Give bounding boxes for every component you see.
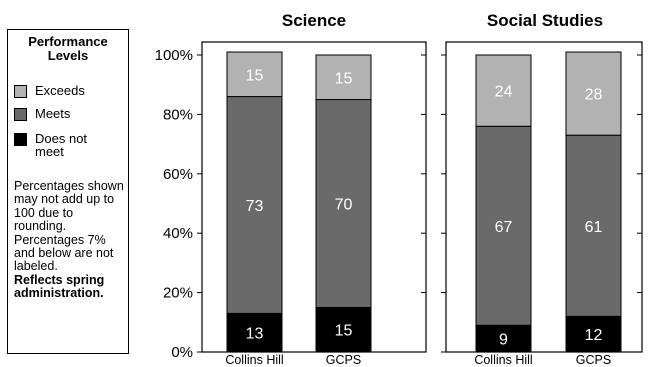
bar-data-label: 15	[335, 70, 353, 87]
bar-segment	[315, 306, 372, 353]
bar-segment	[226, 96, 283, 314]
bar-segment	[565, 51, 622, 136]
bar-data-label: 12	[585, 327, 603, 344]
x-tick-label: Collins Hill	[225, 353, 283, 367]
bar-segment	[475, 54, 532, 127]
y-tick-label: 20%	[163, 285, 193, 302]
legend-item-does-not-meet: Does not meet	[14, 132, 107, 158]
legend-swatch-does-not-meet	[14, 133, 27, 146]
legend-swatch-exceeds	[14, 85, 27, 98]
legend-note-bold: Reflects spring administration.	[14, 272, 105, 301]
y-tick-label: 0%	[171, 344, 193, 361]
bar-data-label: 61	[585, 219, 603, 236]
legend-title: Performance Levels	[28, 34, 108, 63]
panel-title: Social Studies	[487, 11, 603, 30]
legend-label-exceeds: Exceeds	[35, 83, 85, 98]
panel-title: Science	[282, 11, 346, 30]
y-tick-label: 80%	[163, 106, 193, 123]
y-tick-label: 60%	[163, 166, 193, 183]
bar-segment	[226, 312, 283, 353]
legend-box: Performance Levels Exceeds Meets Does no…	[7, 29, 129, 354]
plot-frame	[201, 41, 427, 353]
plot-frame	[445, 41, 643, 353]
bar-data-label: 9	[499, 332, 508, 349]
bar-segment	[315, 99, 372, 308]
bar-data-label: 70	[335, 197, 353, 214]
bar-data-label: 15	[246, 67, 264, 84]
legend-label-meets: Meets	[35, 106, 71, 121]
x-tick-label: GCPS	[576, 353, 611, 367]
bar-segment	[565, 134, 622, 317]
bar-segment	[226, 51, 283, 98]
legend-label-does-not-meet: Does not meet	[35, 131, 88, 159]
bar-data-label: 67	[495, 219, 513, 236]
legend-item-meets: Meets	[14, 107, 107, 121]
bar-data-label: 73	[246, 198, 264, 215]
bar-segment	[565, 315, 622, 353]
bar-segment	[315, 54, 372, 101]
bar-data-label: 28	[585, 87, 603, 104]
bar-data-label: 24	[495, 84, 513, 101]
y-tick-label: 100%	[155, 47, 193, 64]
legend-note-text: Percentages shown may not add up to 100 …	[14, 179, 124, 274]
bar-data-label: 13	[246, 326, 264, 343]
legend-swatch-meets	[14, 108, 27, 121]
legend-note: Percentages shown may not add up to 100 …	[14, 179, 126, 301]
x-tick-label: Collins Hill	[474, 353, 532, 367]
x-tick-label: GCPS	[326, 353, 361, 367]
bar-data-label: 15	[335, 323, 353, 340]
bar-segment	[475, 125, 532, 326]
legend-item-exceeds: Exceeds	[14, 84, 107, 98]
y-tick-label: 40%	[163, 225, 193, 242]
